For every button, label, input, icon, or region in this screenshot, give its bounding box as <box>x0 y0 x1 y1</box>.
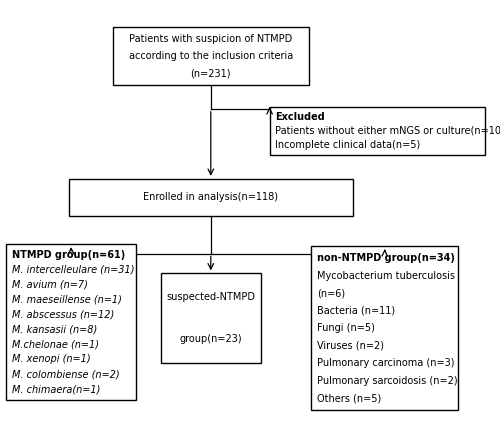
Text: Patients with suspicion of NTMPD: Patients with suspicion of NTMPD <box>129 34 292 44</box>
Text: M. colombiense (n=2): M. colombiense (n=2) <box>12 369 120 379</box>
Text: (n=231): (n=231) <box>190 68 231 78</box>
Text: Excluded: Excluded <box>276 112 325 122</box>
Text: non-NTMPD group(n=34): non-NTMPD group(n=34) <box>317 254 455 263</box>
Text: M. kansasii (n=8): M. kansasii (n=8) <box>12 324 98 335</box>
FancyBboxPatch shape <box>270 107 485 155</box>
Text: M. abscessus (n=12): M. abscessus (n=12) <box>12 310 115 320</box>
Text: Mycobacterium tuberculosis: Mycobacterium tuberculosis <box>317 271 455 281</box>
Text: Pulmonary sarcoidosis (n=2): Pulmonary sarcoidosis (n=2) <box>317 376 458 386</box>
Text: Fungi (n=5): Fungi (n=5) <box>317 324 375 333</box>
FancyBboxPatch shape <box>311 246 458 410</box>
Text: Bacteria (n=11): Bacteria (n=11) <box>317 306 396 316</box>
Text: M.chelonae (n=1): M.chelonae (n=1) <box>12 340 99 349</box>
Text: Enrolled in analysis(n=118): Enrolled in analysis(n=118) <box>144 192 278 202</box>
Text: NTMPD group(n=61): NTMPD group(n=61) <box>12 250 126 260</box>
Text: Pulmonary carcinoma (n=3): Pulmonary carcinoma (n=3) <box>317 358 454 368</box>
Text: Incomplete clinical data(n=5): Incomplete clinical data(n=5) <box>276 139 420 150</box>
Text: according to the inclusion criteria: according to the inclusion criteria <box>128 51 293 61</box>
Text: M. avium (n=7): M. avium (n=7) <box>12 280 88 290</box>
FancyBboxPatch shape <box>6 244 136 400</box>
FancyBboxPatch shape <box>160 273 261 363</box>
Text: M. chimaera(n=1): M. chimaera(n=1) <box>12 384 101 394</box>
Text: Patients without either mNGS or culture(n=108): Patients without either mNGS or culture(… <box>276 126 500 136</box>
Text: M. xenopi (n=1): M. xenopi (n=1) <box>12 354 90 364</box>
FancyBboxPatch shape <box>113 27 309 85</box>
Text: suspected-NTMPD: suspected-NTMPD <box>166 292 256 302</box>
Text: M. intercelleulare (n=31): M. intercelleulare (n=31) <box>12 265 134 275</box>
Text: Others (n=5): Others (n=5) <box>317 393 382 403</box>
Text: M. maeseillense (n=1): M. maeseillense (n=1) <box>12 295 122 305</box>
Text: Viruses (n=2): Viruses (n=2) <box>317 341 384 351</box>
Text: group(n=23): group(n=23) <box>180 334 242 343</box>
FancyBboxPatch shape <box>68 179 353 216</box>
Text: (n=6): (n=6) <box>317 288 346 298</box>
